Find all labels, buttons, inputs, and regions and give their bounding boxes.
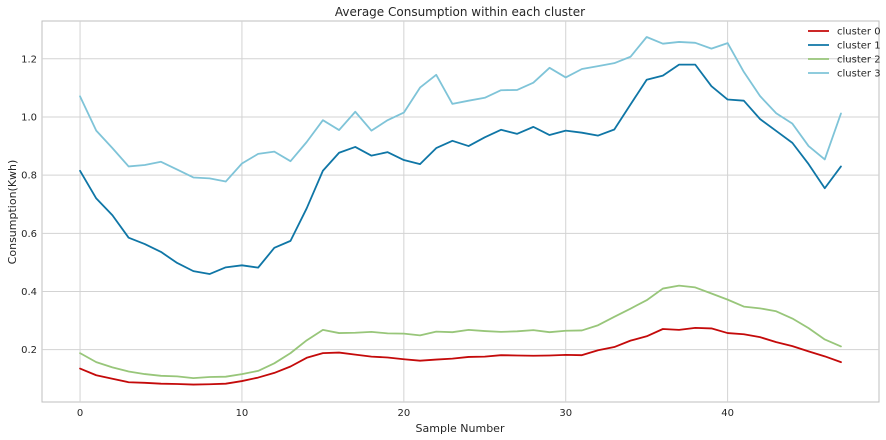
y-tick-label: 1.0 xyxy=(21,112,37,123)
series-group xyxy=(79,36,842,386)
x-axis-label: Sample Number xyxy=(416,422,505,435)
series-line-cluster-1 xyxy=(79,63,842,275)
chart-title: Average Consumption within each cluster xyxy=(335,5,585,19)
legend-label: cluster 2 xyxy=(837,55,881,66)
x-tick-label: 10 xyxy=(236,408,249,419)
y-tick-label: 0.2 xyxy=(21,345,37,356)
legend-label: cluster 0 xyxy=(837,27,881,38)
grid xyxy=(42,21,879,402)
series-line-cluster-3 xyxy=(79,36,842,183)
x-tick-label: 20 xyxy=(397,408,410,419)
legend-label: cluster 3 xyxy=(837,69,881,80)
y-tick-label: 0.6 xyxy=(21,229,37,240)
x-tick-label: 0 xyxy=(77,408,83,419)
legend-label: cluster 1 xyxy=(837,41,881,52)
series-line-cluster-0 xyxy=(79,326,842,386)
x-axis-ticks: 0 10 20 30 40 xyxy=(77,408,734,419)
y-axis-ticks: 0.2 0.4 0.6 0.8 1.0 1.2 xyxy=(21,54,37,356)
y-tick-label: 1.2 xyxy=(21,54,37,65)
y-tick-label: 0.8 xyxy=(21,171,37,182)
y-tick-label: 0.4 xyxy=(21,287,37,298)
plot-area xyxy=(41,20,880,403)
legend: cluster 0 cluster 1 cluster 2 cluster 3 xyxy=(808,27,881,80)
y-axis-label: Consumption(Kwh) xyxy=(6,160,19,265)
x-tick-label: 30 xyxy=(559,408,572,419)
series-line-cluster-2 xyxy=(79,284,842,380)
x-tick-label: 40 xyxy=(721,408,734,419)
